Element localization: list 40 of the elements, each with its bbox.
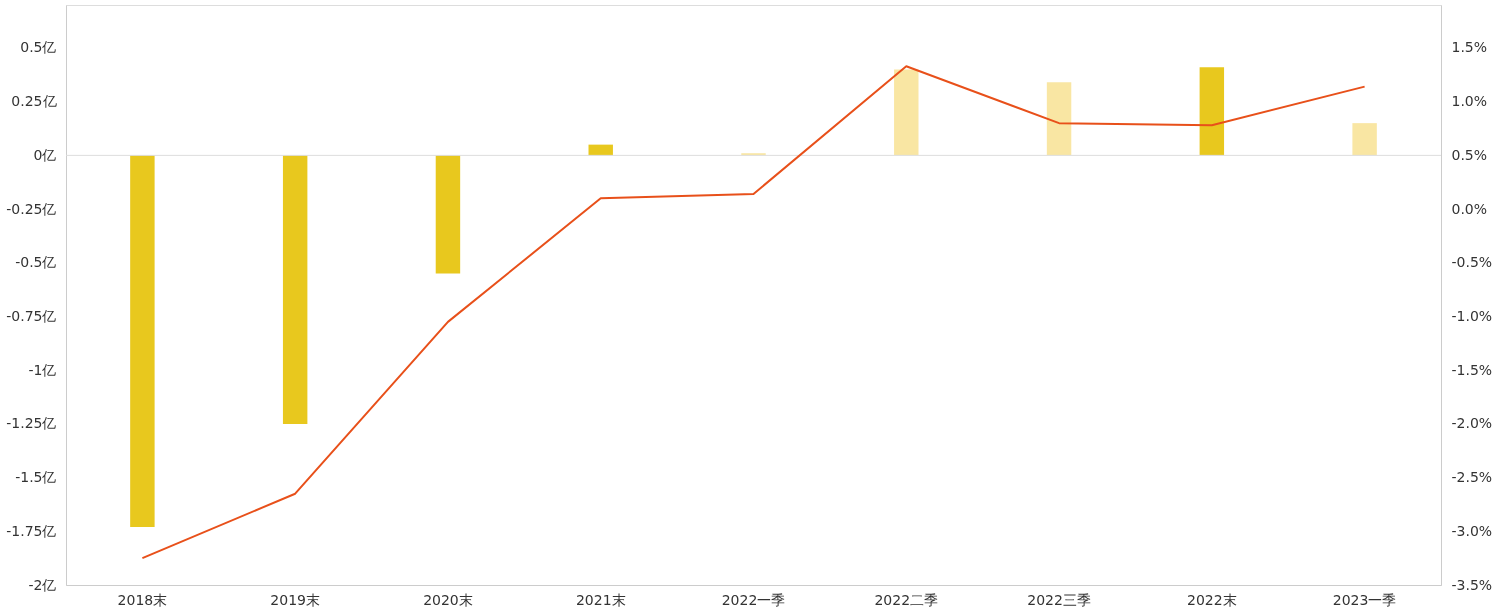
y2-tick-label: 0.0%: [1451, 200, 1488, 217]
y2-tick-label: -3.0%: [1451, 522, 1493, 539]
y-tick-label: -0.25亿: [6, 200, 57, 217]
bar: [130, 155, 155, 527]
bar: [1046, 82, 1072, 156]
x-tick-label: 2022二季: [874, 591, 939, 608]
y-tick-label: -1亿: [28, 361, 57, 378]
bar: [435, 155, 461, 274]
y-tick-label: -1.5亿: [15, 469, 57, 486]
y2-tick-label: -1.0%: [1451, 307, 1493, 324]
y-tick-label: 0.5亿: [20, 39, 57, 56]
y-tick-label: 0亿: [33, 146, 57, 163]
y2-tick-label: -0.5%: [1451, 254, 1493, 271]
x-tick-label: 2022一季: [721, 591, 786, 608]
y2-tick-label: -3.5%: [1451, 576, 1493, 593]
x-tick-label: 2018末: [117, 591, 168, 608]
x-tick-label: 2023一季: [1332, 591, 1397, 608]
x-tick-label: 2022三季: [1027, 591, 1091, 608]
x-tick-label: 2019末: [270, 591, 320, 608]
bar: [282, 155, 308, 424]
y-tick-label: -1.75亿: [6, 522, 57, 539]
bar: [894, 69, 919, 156]
bar: [1199, 67, 1225, 156]
y2-tick-label: 1.0%: [1451, 93, 1488, 110]
x-tick-label: 2022末: [1187, 591, 1237, 608]
y2-tick-label: 1.5%: [1451, 39, 1488, 56]
y2-tick-label: -1.5%: [1451, 361, 1493, 378]
y-tick-label: -0.5亿: [15, 254, 57, 271]
line-series: [141, 65, 1366, 560]
y-tick-label: -2亿: [28, 576, 57, 593]
y2-tick-label: 0.5%: [1451, 146, 1488, 163]
y2-tick-label: -2.0%: [1451, 415, 1493, 432]
y-tick-label: -0.75亿: [6, 307, 57, 324]
bar: [1352, 123, 1377, 156]
bar: [588, 144, 613, 156]
y2-tick-label: -2.5%: [1451, 469, 1493, 486]
x-tick-label: 2020末: [423, 591, 473, 608]
y-tick-label: -1.25亿: [6, 415, 57, 432]
x-tick-label: 2021末: [575, 591, 626, 608]
y-tick-label: 0.25亿: [11, 93, 57, 110]
